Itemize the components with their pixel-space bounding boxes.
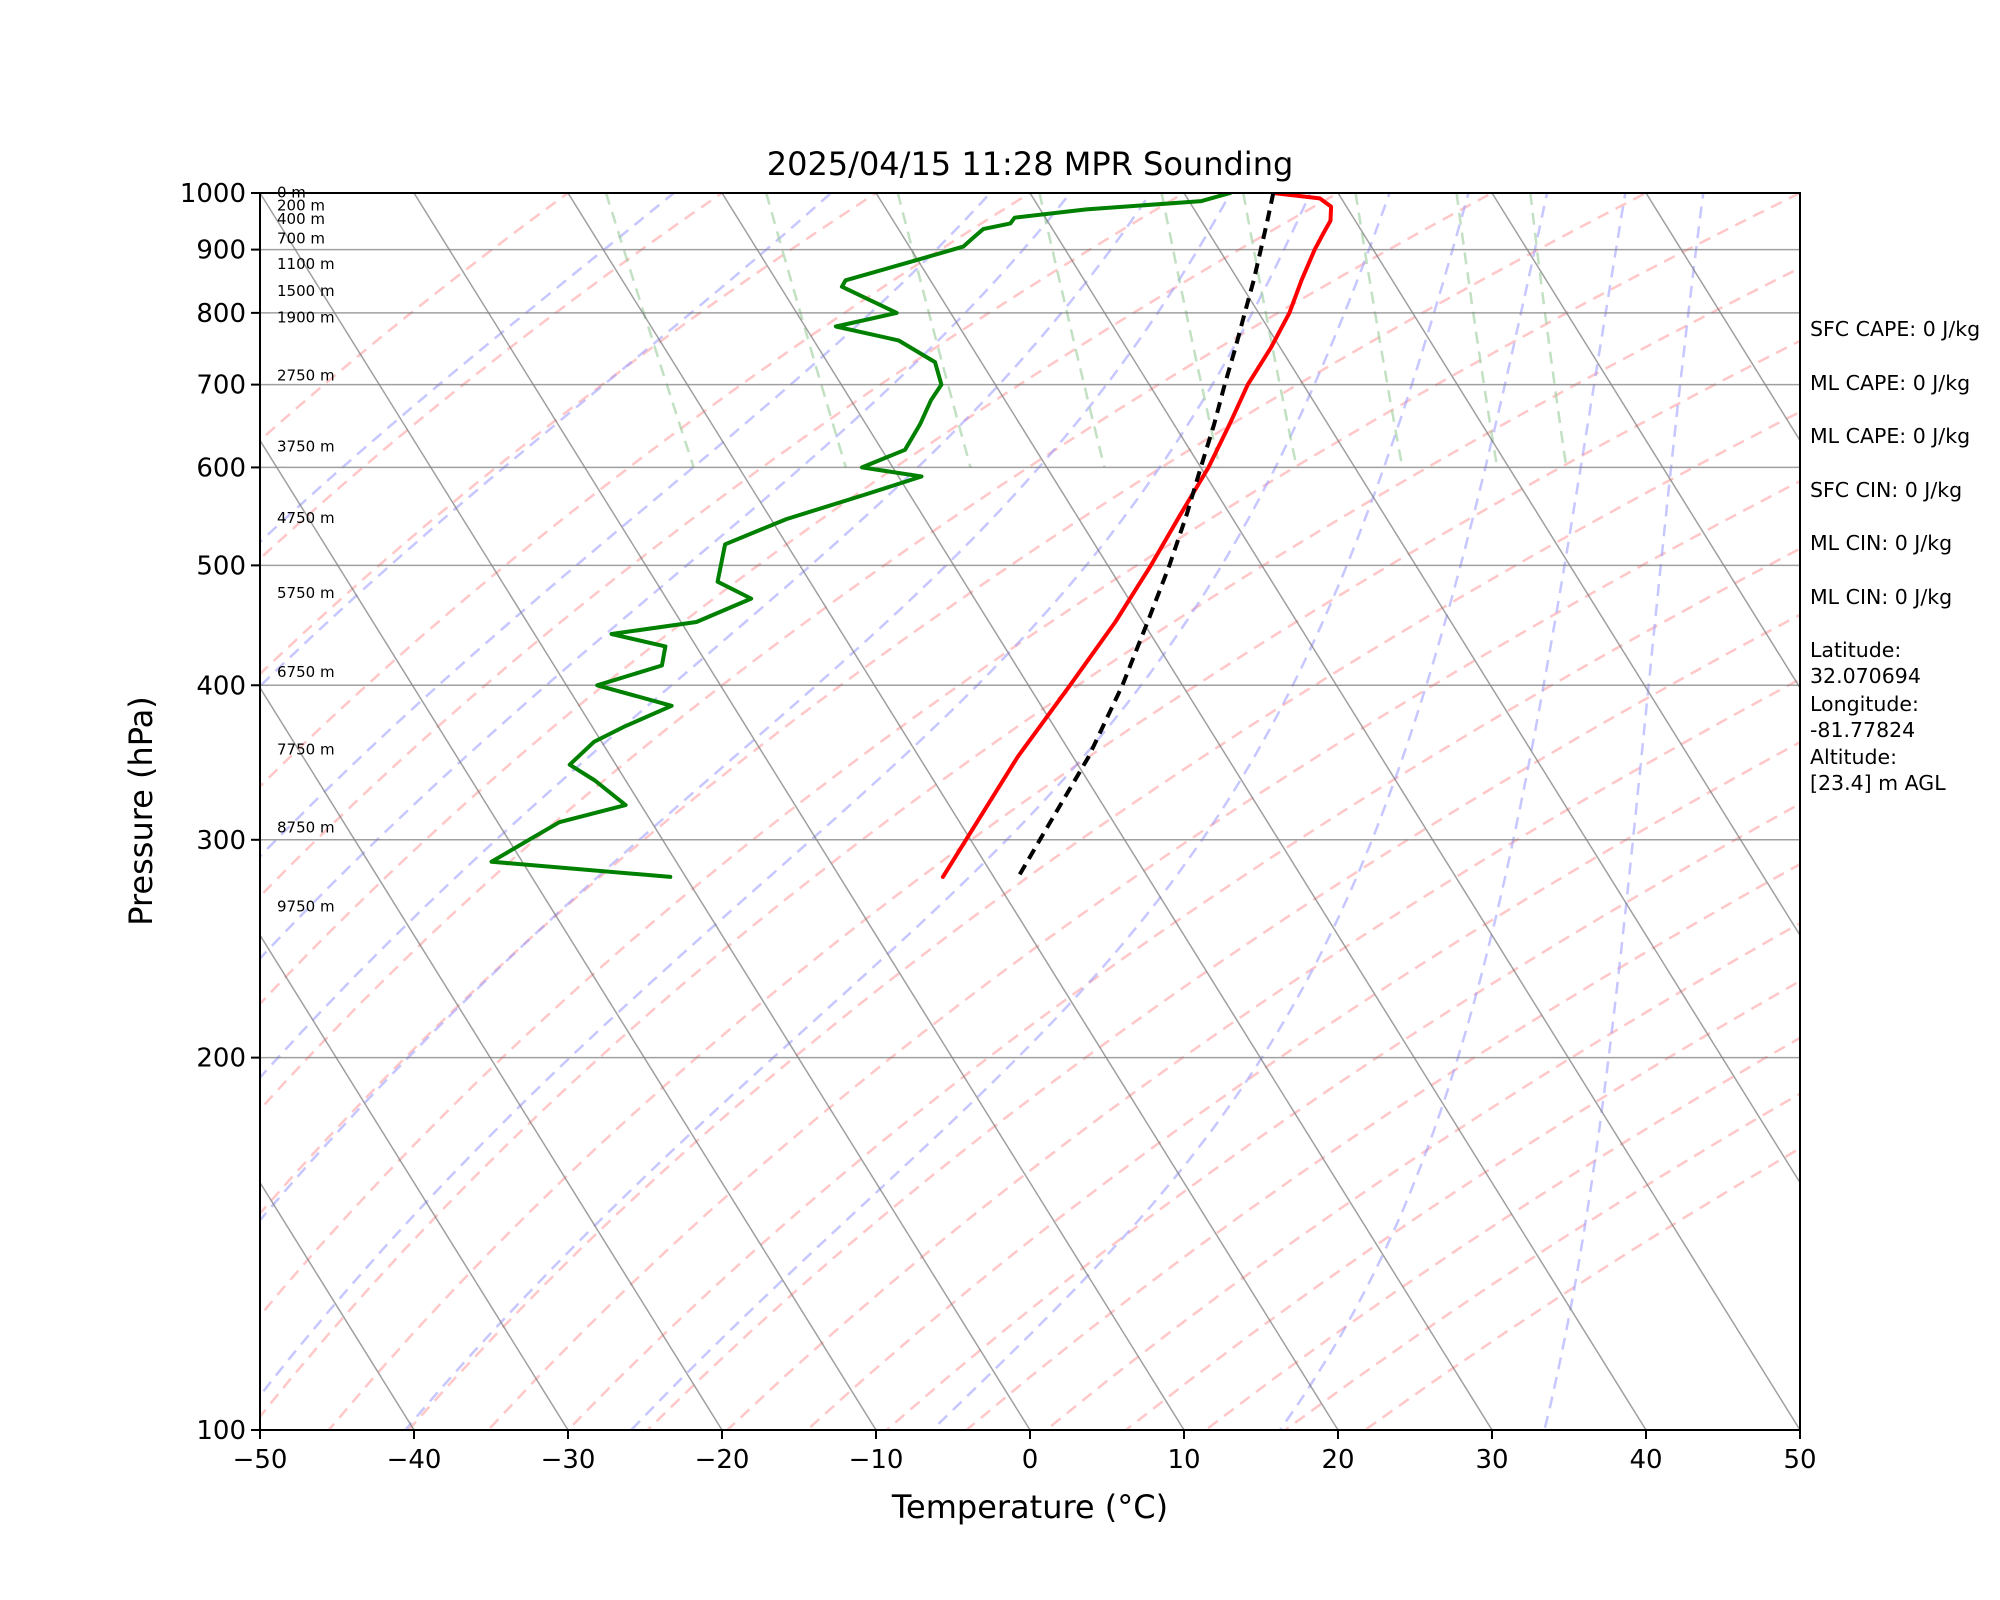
height-label: 2750 m: [277, 366, 335, 384]
y-tick-label: 400: [196, 671, 246, 701]
height-label: 1900 m: [277, 309, 335, 327]
height-label: 9750 m: [277, 897, 335, 915]
isotherm-line: [260, 933, 569, 1430]
height-label: 200 m: [277, 197, 325, 215]
isotherm-line: [1491, 193, 1800, 690]
info-annotation: ML CIN: 0 J/kg: [1810, 531, 1953, 555]
dry-adiabat-line: [407, 410, 1800, 1430]
dry-adiabat-line: [885, 802, 1800, 1430]
y-tick-label: 900: [196, 236, 246, 266]
moist-adiabat-line: [630, 193, 1470, 1430]
isotherm-line: [260, 1181, 415, 1430]
height-label: 7750 m: [277, 740, 335, 758]
dry-adiabat-line: [260, 193, 1341, 1006]
y-tick-label: 300: [196, 826, 246, 856]
dry-adiabat-line: [487, 479, 1800, 1430]
x-tick-label: 20: [1321, 1445, 1354, 1475]
x-tick-label: −10: [849, 1445, 904, 1475]
x-tick-label: 30: [1475, 1445, 1508, 1475]
dry-adiabat-line: [260, 266, 1800, 1419]
chart-title: 2025/04/15 11:28 MPR Sounding: [767, 145, 1294, 183]
isotherm-line: [1337, 193, 1800, 937]
isotherm-line: [260, 686, 723, 1430]
isotherm-line: [875, 193, 1647, 1430]
moist-adiabat-line: [1543, 193, 1705, 1430]
y-tick-label: 600: [196, 453, 246, 483]
info-annotation: SFC CIN: 0 J/kg: [1810, 477, 1963, 502]
moist-adiabat-line: [260, 193, 676, 544]
y-tick-label: 200: [196, 1044, 246, 1074]
y-tick-label: 800: [196, 299, 246, 329]
y-tick-label: 100: [196, 1416, 246, 1446]
dry-adiabat-line: [567, 547, 1800, 1430]
dry-adiabat-line: [260, 193, 1649, 1216]
dry-adiabat-line: [260, 193, 1187, 899]
isotherm-line: [413, 193, 1185, 1430]
moist-adiabat-line: [931, 193, 1549, 1430]
info-annotation: Longitude: -81.77824: [1810, 691, 1919, 742]
height-label: 5750 m: [277, 584, 335, 602]
height-label: 700 m: [277, 229, 325, 247]
info-annotation: ML CIN: 0 J/kg: [1810, 584, 1953, 609]
height-label: 6750 m: [277, 663, 335, 681]
parcel-profile-line: [1016, 193, 1276, 878]
moist-adiabat-line: [404, 193, 1391, 1430]
moist-adiabat-line: [260, 193, 833, 688]
data-series: [489, 193, 1334, 879]
isotherm-line: [260, 438, 877, 1430]
height-label: 4750 m: [277, 509, 335, 527]
x-tick-label: −50: [233, 1445, 288, 1475]
dry-adiabat-line: [806, 740, 1800, 1430]
dry-adiabat-line: [260, 193, 1495, 1112]
x-tick-label: −20: [695, 1445, 750, 1475]
moist-adiabat-line: [1278, 193, 1627, 1430]
height-label: 3750 m: [277, 437, 335, 455]
info-annotation: Latitude: 32.070694: [1810, 638, 1921, 688]
x-tick-label: 10: [1167, 1445, 1200, 1475]
info-annotation: SFC CAPE: 0 J/kg: [1810, 317, 1981, 341]
y-tick-label: 500: [196, 551, 246, 581]
height-label: 1100 m: [277, 255, 335, 273]
x-tick-label: 50: [1783, 1445, 1816, 1475]
x-tick-label: 0: [1022, 1445, 1039, 1475]
height-label: 0 m: [277, 183, 306, 201]
isotherm-line: [567, 193, 1339, 1430]
dry-adiabat-line: [646, 613, 1800, 1430]
moist-adiabat-line: [260, 193, 1153, 1080]
x-tick-label: −40: [387, 1445, 442, 1475]
height-label: 1500 m: [277, 282, 335, 300]
x-axis-title: Temperature (°C): [891, 1488, 1168, 1526]
temperature-line: [940, 193, 1334, 879]
isotherm-line: [1183, 193, 1800, 1185]
moist-adiabat-line: [260, 193, 1232, 1223]
dry-adiabat-line: [260, 193, 571, 442]
info-annotation: ML CAPE: 0 J/kg: [1810, 424, 1971, 448]
dry-adiabat-line: [327, 339, 1800, 1430]
moist-adiabat-line: [260, 193, 1312, 1398]
info-annotation: Altitude: [23.4] m AGL: [1810, 745, 1946, 795]
y-tick-label: 700: [196, 371, 246, 401]
isotherm-line: [1645, 193, 1800, 442]
reference-lines: [260, 193, 1800, 1430]
info-annotation: ML CAPE: 0 J/kg: [1810, 370, 1971, 395]
x-tick-label: −30: [541, 1445, 596, 1475]
isotherm-line: [1029, 193, 1800, 1430]
isotherm-line: [721, 193, 1493, 1430]
dewpoint-line: [489, 193, 1233, 879]
x-tick-label: 40: [1629, 1445, 1662, 1475]
y-axis-title: Pressure (hPa): [122, 696, 160, 926]
isotherm-line: [260, 193, 1031, 1430]
height-label: 400 m: [277, 210, 325, 228]
height-label: 8750 m: [277, 818, 335, 836]
y-tick-label: 1000: [180, 179, 246, 209]
